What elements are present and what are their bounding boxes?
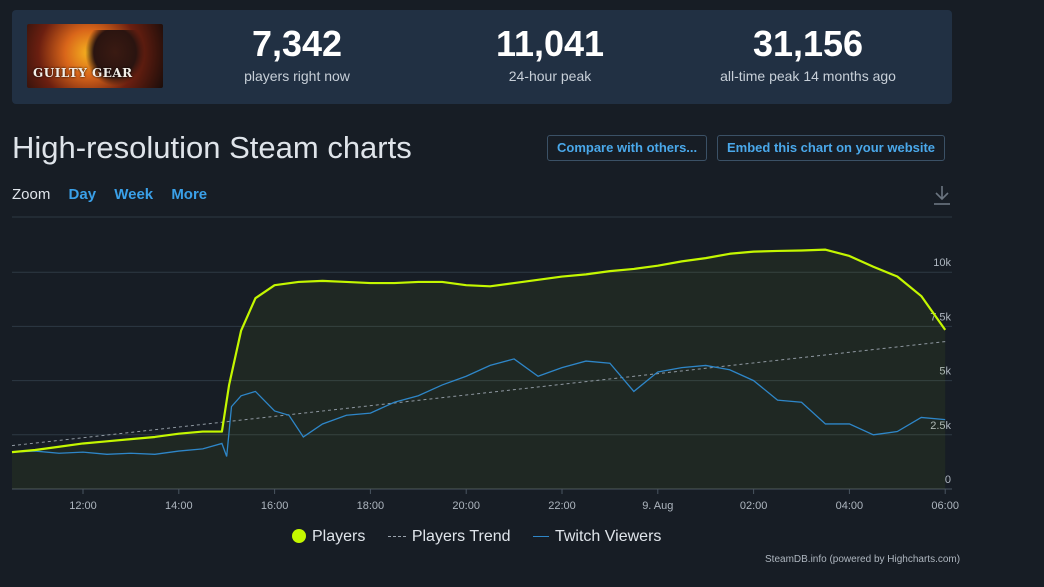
stat-current-players: 7,342 players right now xyxy=(217,23,377,85)
y-tick-label: 0 xyxy=(945,474,951,486)
stat-alltime-value: 31,156 xyxy=(752,23,864,64)
page-title: High-resolution Steam charts xyxy=(12,130,412,165)
x-tick-label: 04:00 xyxy=(836,500,864,512)
legend-trend-label: Players Trend xyxy=(411,528,511,545)
players-legend-marker xyxy=(292,529,306,543)
x-tick-label: 22:00 xyxy=(548,500,576,512)
stat-current-value: 7,342 xyxy=(251,23,343,64)
stat-24h-value: 11,041 xyxy=(495,23,605,64)
zoom-week-button[interactable]: Week xyxy=(114,186,154,203)
game-logo: GUILTY GEAR xyxy=(33,66,133,80)
legend-players-label: Players xyxy=(312,528,366,545)
chart-legend: Players Players Trend Twitch Viewers xyxy=(292,528,679,546)
zoom-more-button[interactable]: More xyxy=(171,186,208,203)
x-tick-label: 20:00 xyxy=(452,500,480,512)
players-line xyxy=(11,248,947,454)
chart-credit[interactable]: SteamDB.info (powered by Highcharts.com) xyxy=(765,554,961,565)
stat-alltime-peak: 31,156 all-time peak 14 months ago xyxy=(688,23,928,85)
player-chart[interactable]: 02.5k5k7.5k10k12:0014:0016:0018:0020:002… xyxy=(0,208,1044,518)
stat-current-label: players right now xyxy=(244,68,350,84)
x-tick-label: 18:00 xyxy=(357,500,385,512)
twitch-legend-marker xyxy=(532,536,549,537)
players-area xyxy=(12,249,946,489)
x-tick-label: 14:00 xyxy=(165,500,193,512)
stat-24h-peak: 11,041 24-hour peak xyxy=(460,23,640,85)
zoom-controls: Zoom Day Week More xyxy=(12,186,207,203)
y-tick-label: 5k xyxy=(939,366,951,378)
x-tick-label: 9. Aug xyxy=(642,500,673,512)
legend-trend[interactable]: Players Trend xyxy=(387,528,511,546)
zoom-day-button[interactable]: Day xyxy=(68,186,97,203)
players-trend-line xyxy=(11,341,946,447)
x-tick-label: 16:00 xyxy=(261,500,289,512)
legend-twitch-label: Twitch Viewers xyxy=(554,528,662,545)
trend-legend-marker xyxy=(387,536,406,537)
game-thumbnail[interactable]: GUILTY GEAR xyxy=(27,24,163,88)
stat-alltime-label: all-time peak 14 months ago xyxy=(720,68,896,84)
x-tick-label: 06:00 xyxy=(931,500,959,512)
x-tick-label: 02:00 xyxy=(740,500,768,512)
y-tick-label: 10k xyxy=(933,257,951,269)
compare-button[interactable]: Compare with others... xyxy=(547,135,708,161)
game-art-figure xyxy=(85,30,145,86)
stats-bar: GUILTY GEAR 7,342 players right now 11,0… xyxy=(12,10,952,104)
legend-twitch[interactable]: Twitch Viewers xyxy=(532,528,662,546)
stat-24h-label: 24-hour peak xyxy=(508,68,592,84)
y-tick-label: 2.5k xyxy=(930,420,951,432)
twitch-viewers-line xyxy=(11,358,946,457)
legend-players[interactable]: Players xyxy=(292,528,365,546)
embed-chart-button[interactable]: Embed this chart on your website xyxy=(717,135,946,161)
zoom-label: Zoom xyxy=(12,186,51,203)
download-icon[interactable] xyxy=(932,184,952,206)
x-tick-label: 12:00 xyxy=(69,500,97,512)
